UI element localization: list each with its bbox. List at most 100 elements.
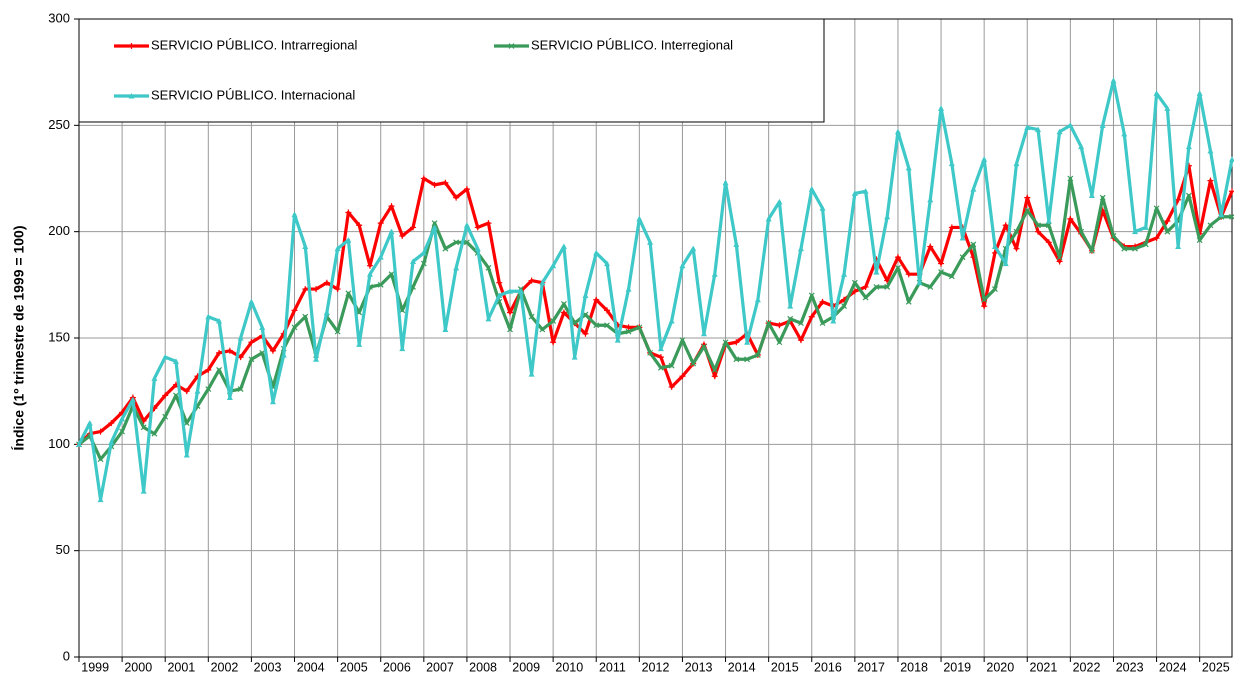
series-marker bbox=[754, 352, 761, 358]
series-marker bbox=[323, 309, 330, 315]
series-marker bbox=[399, 345, 406, 352]
series-marker bbox=[97, 456, 104, 463]
series-marker bbox=[895, 264, 901, 271]
series-marker bbox=[216, 317, 223, 324]
series-marker bbox=[334, 286, 341, 293]
x-tick-label: 2007 bbox=[426, 660, 454, 674]
series-marker bbox=[1153, 205, 1160, 212]
x-tick-label: 2020 bbox=[986, 660, 1014, 674]
x-tick-label: 2011 bbox=[599, 660, 626, 674]
series-marker bbox=[862, 283, 869, 290]
series-marker bbox=[183, 451, 190, 458]
series-marker bbox=[345, 290, 352, 297]
series-marker bbox=[851, 279, 858, 286]
x-tick-label: 2002 bbox=[211, 660, 239, 674]
x-tick-label: 2019 bbox=[943, 660, 971, 674]
series-marker bbox=[938, 105, 945, 111]
series-marker bbox=[1013, 160, 1020, 167]
series-marker bbox=[625, 328, 632, 335]
series-marker bbox=[700, 330, 707, 337]
series-marker bbox=[981, 156, 988, 162]
x-tick-label: 2003 bbox=[254, 660, 282, 674]
series-marker bbox=[948, 160, 955, 167]
series-marker bbox=[269, 398, 276, 405]
series-marker bbox=[453, 194, 460, 201]
series-marker bbox=[1175, 243, 1182, 250]
series-marker bbox=[905, 298, 912, 305]
series-marker bbox=[1045, 239, 1052, 246]
series-marker bbox=[388, 228, 395, 235]
series-marker bbox=[1013, 228, 1020, 235]
series-marker bbox=[108, 439, 115, 445]
series-marker bbox=[291, 324, 298, 331]
series-marker bbox=[657, 354, 664, 361]
series-marker bbox=[550, 339, 557, 346]
series-marker bbox=[959, 254, 966, 261]
series-marker bbox=[539, 279, 546, 286]
series-marker bbox=[1229, 156, 1234, 162]
series-marker bbox=[787, 303, 794, 309]
series-marker bbox=[507, 309, 514, 316]
series-marker bbox=[894, 254, 901, 261]
series-marker bbox=[420, 175, 427, 182]
series-marker bbox=[894, 128, 901, 135]
series-marker bbox=[1185, 192, 1192, 199]
series-marker bbox=[776, 198, 783, 205]
series-marker bbox=[269, 347, 276, 354]
series-marker bbox=[550, 262, 557, 269]
legend-label: SERVICIO PÚBLICO. Intrarregional bbox=[151, 37, 358, 52]
y-tick-label: 300 bbox=[48, 10, 70, 25]
x-tick-label: 2001 bbox=[167, 660, 195, 674]
series-marker bbox=[248, 356, 255, 363]
series-marker bbox=[1056, 254, 1063, 261]
series-marker bbox=[636, 324, 643, 331]
series-marker bbox=[927, 196, 934, 203]
series-marker bbox=[1002, 222, 1009, 229]
series-marker bbox=[560, 243, 567, 250]
series-marker bbox=[948, 224, 955, 231]
series-marker bbox=[711, 373, 718, 380]
series-marker bbox=[366, 262, 373, 269]
y-axis-label: Índice (1º trimestre de 1999 = 100) bbox=[11, 226, 27, 451]
series-marker bbox=[162, 392, 169, 399]
series-marker bbox=[1164, 228, 1171, 235]
series-marker bbox=[722, 339, 729, 346]
series-marker bbox=[776, 322, 783, 329]
series-marker bbox=[1121, 245, 1128, 252]
series-marker bbox=[172, 358, 179, 364]
series-marker bbox=[410, 224, 417, 231]
series-marker bbox=[1067, 215, 1074, 222]
series-marker bbox=[550, 318, 557, 324]
legend-marker bbox=[508, 43, 515, 49]
series-marker bbox=[1185, 143, 1192, 150]
series-marker bbox=[1045, 218, 1052, 224]
y-tick-label: 100 bbox=[48, 436, 70, 451]
x-tick-label: 2016 bbox=[814, 660, 842, 674]
series-marker bbox=[151, 375, 158, 381]
series-marker bbox=[765, 320, 772, 327]
series-marker bbox=[205, 386, 212, 392]
series-marker bbox=[679, 262, 686, 269]
series-marker bbox=[259, 349, 266, 356]
series-marker bbox=[399, 232, 406, 239]
y-tick-label: 200 bbox=[48, 223, 70, 238]
y-tick-label: 150 bbox=[48, 329, 70, 344]
series-marker bbox=[938, 269, 944, 275]
series-marker bbox=[1045, 222, 1052, 229]
series-marker bbox=[496, 292, 503, 298]
x-tick-label: 2024 bbox=[1159, 660, 1187, 674]
series-marker bbox=[162, 354, 169, 360]
series-line bbox=[77, 79, 1234, 502]
series-marker bbox=[1024, 194, 1031, 201]
series-marker bbox=[226, 347, 233, 354]
series-marker bbox=[1207, 177, 1214, 184]
x-tick-label: 2004 bbox=[297, 660, 325, 674]
series-marker bbox=[1024, 207, 1031, 214]
series-marker bbox=[76, 441, 82, 447]
series-marker bbox=[905, 164, 912, 171]
series-marker bbox=[787, 315, 794, 322]
series-marker bbox=[604, 260, 611, 267]
series-marker bbox=[981, 303, 988, 310]
x-tick-label: 2005 bbox=[340, 660, 368, 674]
series-marker bbox=[862, 294, 869, 301]
